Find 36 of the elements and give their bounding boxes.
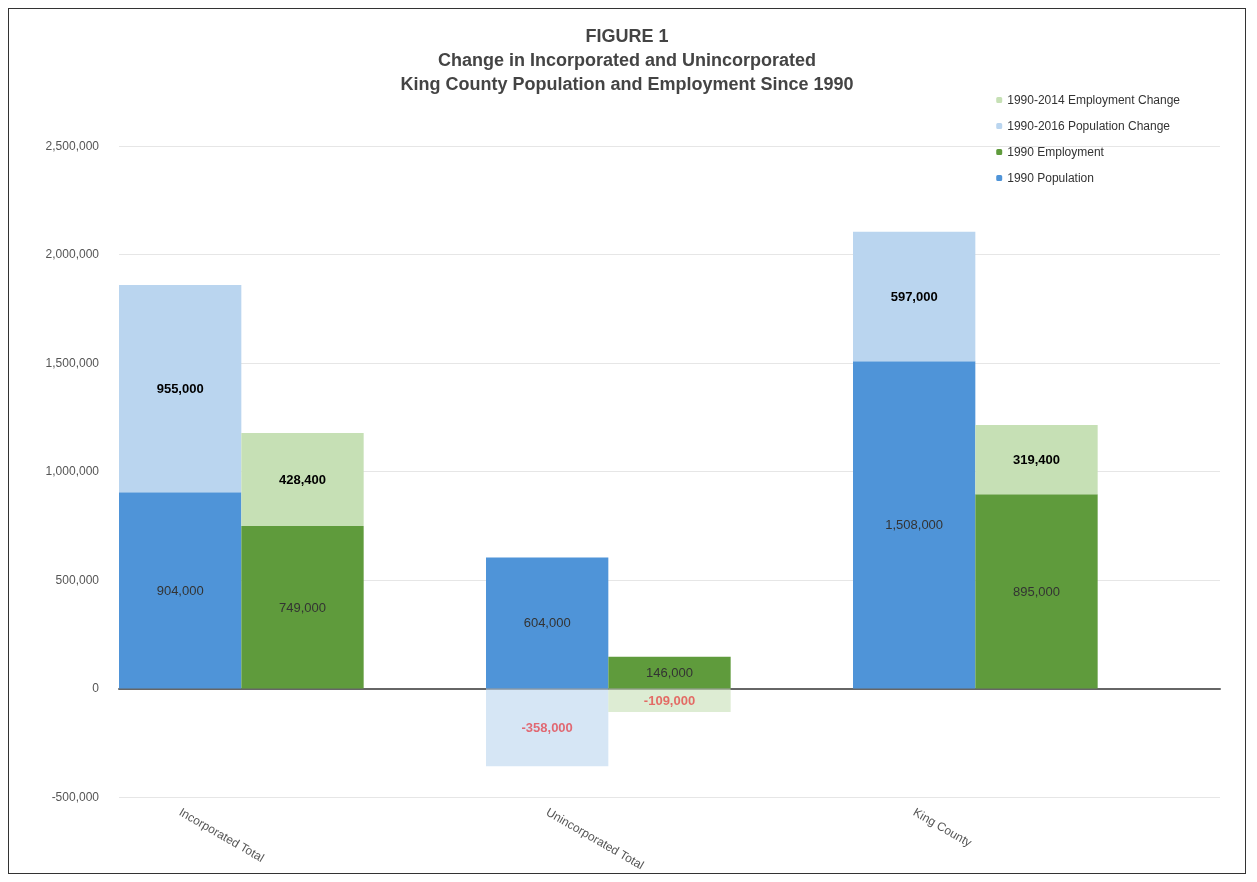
bar [119,285,242,493]
y-tick-label: -500,000 [51,789,100,804]
legend-label: 1990-2014 Employment Change [1007,93,1181,107]
data-label: 319,400 [1013,452,1060,468]
bar [975,424,1098,495]
data-label: 955,000 [156,381,204,397]
bar [853,361,976,689]
data-label: 597,000 [890,288,938,304]
data-label: 1,508,000 [885,517,944,533]
y-tick-label: 2,000,000 [45,247,100,262]
bar [486,557,609,689]
bar [975,494,1098,689]
y-tick-label: 2,500,000 [45,139,100,153]
data-label: 749,000 [279,599,326,615]
legend-label: 1990 Employment [1007,145,1105,159]
y-tick-label: 1,500,000 [45,355,100,370]
data-label: 895,000 [1013,583,1060,599]
data-label: -358,000 [521,719,573,735]
bar [608,656,731,689]
chart-title: FIGURE 1 Change in Incorporated and Unincorporated King County Population and Employment Since 1990 [400,26,854,94]
data-label: 904,000 [156,582,204,598]
data-label: -109,000 [643,692,696,708]
bar [119,492,242,689]
bar [486,688,609,767]
y-tick-label: 1,000,000 [45,464,100,479]
data-label: 604,000 [523,615,571,631]
bar [853,231,976,362]
bar [608,688,731,713]
y-tick-label: 0 [92,681,100,696]
bar [241,432,364,526]
legend-label: 1990 Population [1007,171,1094,185]
y-tick-label: 500,000 [55,572,100,587]
data-label: 428,400 [279,471,326,487]
data-label: 146,000 [646,665,693,681]
legend-label: 1990-2016 Population Change [1007,119,1171,133]
bar [241,525,364,689]
